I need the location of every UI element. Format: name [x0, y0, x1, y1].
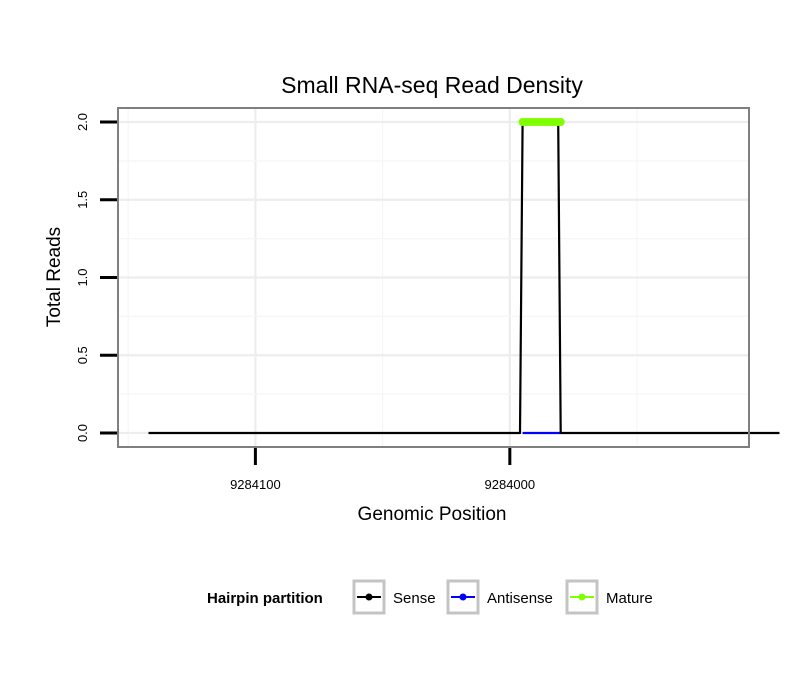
x-tick-label: 9284000: [485, 477, 536, 492]
data-point-mature: [556, 117, 565, 126]
y-axis: 0.0 0.5 1.0 1.5 2.0: [75, 113, 117, 442]
y-axis-title: Total Reads: [44, 227, 65, 327]
y-tick-label: 1.5: [75, 191, 90, 209]
x-tick-label: 9284100: [230, 477, 281, 492]
legend-label-antisense: Antisense: [487, 590, 553, 607]
legend-key-point: [365, 593, 373, 601]
y-tick-label: 2.0: [75, 113, 90, 131]
legend-label-mature: Mature: [606, 590, 653, 607]
legend-title: Hairpin partition: [207, 590, 323, 607]
legend-item-antisense: Antisense: [446, 579, 553, 615]
x-axis-title: Genomic Position: [358, 504, 507, 525]
grid: [118, 108, 749, 447]
y-tick-label: 0.5: [75, 346, 90, 364]
legend-item-mature: Mature: [565, 579, 653, 615]
panel-border: [117, 107, 750, 448]
legend-key-point: [459, 593, 467, 601]
legend: Hairpin partition Sense Antisense Mature: [207, 579, 653, 615]
x-axis: 9284100 9284000: [230, 448, 535, 492]
chart-title: Small RNA-seq Read Density: [281, 72, 583, 98]
legend-item-sense: Sense: [352, 579, 436, 615]
y-tick-label: 1.0: [75, 268, 90, 286]
y-tick-label: 0.0: [75, 424, 90, 442]
legend-label-sense: Sense: [393, 590, 436, 607]
series-layer: [148, 117, 780, 435]
legend-key-point: [578, 593, 586, 601]
